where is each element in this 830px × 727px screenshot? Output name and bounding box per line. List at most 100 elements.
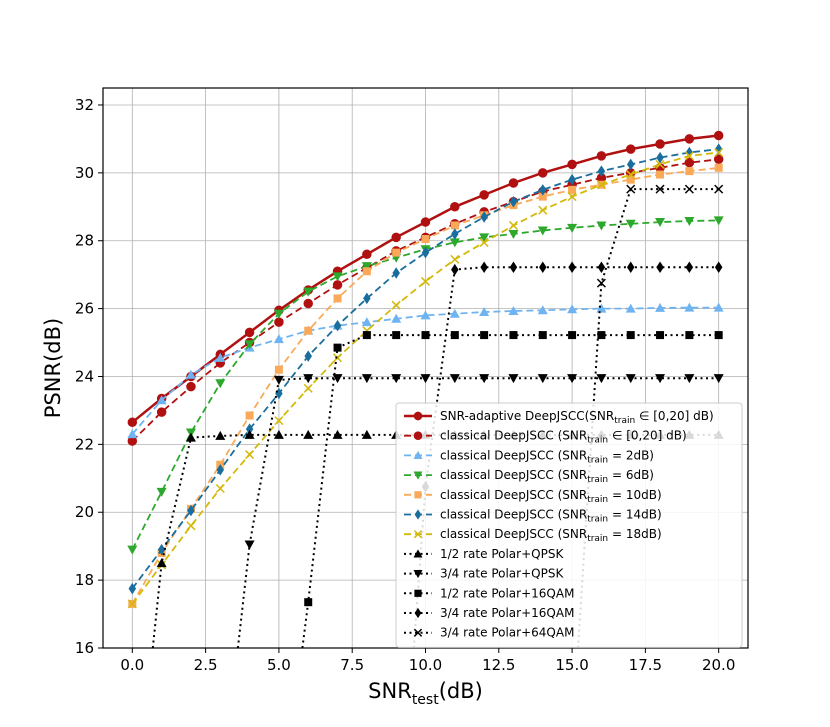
triangle-up-marker [684, 302, 695, 312]
series-line [236, 377, 719, 648]
x-marker-stroke [567, 192, 577, 202]
square-marker [538, 192, 547, 201]
triangle-down-marker [361, 374, 372, 384]
x-marker-stroke [450, 254, 460, 264]
triangle-up-marker [273, 429, 284, 439]
y-tick-label: 18 [75, 571, 94, 589]
triangle-up-marker [361, 429, 372, 439]
diamond-marker [157, 543, 166, 556]
triangle-up-marker [596, 303, 607, 313]
x-marker [413, 530, 423, 539]
x-marker [714, 184, 724, 194]
legend-label-suffix: = 6dB) [608, 468, 654, 482]
square-marker [509, 331, 518, 340]
legend-label-sub: train [587, 515, 608, 525]
square-marker [414, 589, 422, 597]
triangle-up-marker [479, 307, 490, 316]
legend-label-main: classical DeepJSCC (SNR [440, 527, 587, 541]
x-axis-label: SNRtest(dB) [368, 679, 483, 708]
triangle-up-marker [391, 313, 402, 323]
axis-ticks: 0.0 2.5 5.0 7.5 10.0 12.5 15.0 17.5 20.0 16 18 20 22… [75, 96, 735, 674]
legend-entry: classical DeepJSCC (SNRtrain = 14dB) [404, 508, 662, 525]
diamond-marker [597, 165, 606, 177]
y-tick-label: 30 [75, 164, 94, 182]
x-marker [215, 483, 225, 494]
triangle-down-marker [156, 487, 167, 497]
triangle-down-marker [449, 238, 460, 248]
x-marker-stroke [420, 276, 431, 286]
square-marker [538, 331, 547, 340]
series-8 [236, 374, 724, 648]
x-marker [391, 300, 401, 310]
legend-label-sub: train [587, 495, 608, 505]
y-tick-label: 32 [75, 96, 94, 114]
legend-label: classical DeepJSCC (SNRtrain = 6dB) [440, 468, 654, 485]
legend-label-main: classical DeepJSCC (SNR [440, 468, 587, 482]
circle-marker [450, 202, 460, 212]
square-marker [714, 331, 723, 340]
diamond-marker [480, 211, 488, 223]
diamond-marker [187, 504, 195, 517]
x-marker [596, 278, 606, 288]
y-tick-label: 26 [75, 300, 94, 318]
triangle-down-marker [567, 223, 578, 233]
circle-marker [244, 327, 255, 338]
triangle-up-marker [244, 429, 255, 439]
x-tick-label: 20.0 [702, 656, 735, 674]
triangle-up-marker [449, 308, 460, 318]
diamond-marker [275, 387, 283, 400]
square-marker [392, 331, 401, 340]
triangle-down-marker [303, 287, 314, 297]
triangle-down-marker [413, 471, 423, 480]
triangle-down-marker [244, 340, 255, 350]
square-marker [626, 331, 635, 340]
triangle-up-marker [413, 549, 423, 558]
x-marker [186, 521, 196, 531]
x-marker [450, 254, 460, 264]
triangle-up-marker [420, 310, 431, 320]
circle-marker [538, 168, 548, 178]
triangle-up-marker [361, 317, 372, 327]
x-marker-stroke [596, 180, 606, 190]
x-tick-label: 2.5 [194, 656, 218, 674]
diamond-marker [451, 263, 459, 276]
triangle-down-marker [713, 374, 724, 384]
triangle-down-marker [508, 229, 519, 239]
triangle-down-marker [413, 570, 423, 579]
diamond-marker [421, 246, 430, 259]
legend-label-suffix: = 14dB) [608, 508, 661, 522]
diamond-marker [509, 261, 518, 273]
square-marker [421, 331, 430, 340]
legend-label-main: 1/2 rate Polar+QPSK [440, 547, 564, 561]
legend-label-sub: train [587, 475, 608, 485]
triangle-down-marker [537, 374, 548, 384]
x-marker-stroke [333, 353, 343, 363]
series-5 [128, 143, 723, 595]
legend-label-sub: train [614, 416, 635, 426]
square-marker [626, 175, 635, 184]
triangle-down-marker [596, 374, 607, 384]
legend-label-main: 3/4 rate Polar+16QAM [440, 606, 574, 620]
circle-marker [274, 317, 284, 327]
triangle-down-marker [273, 309, 284, 319]
y-tick-label: 22 [75, 435, 94, 453]
x-tick-label: 5.0 [267, 656, 291, 674]
circle-marker [413, 431, 423, 441]
triangle-up-marker [185, 432, 196, 442]
legend-label: SNR-adaptive DeepJSCC(SNRtrain ∈ [0,20] … [440, 409, 714, 426]
x-marker [684, 151, 694, 161]
triangle-down-marker [361, 262, 372, 272]
y-tick-label: 20 [75, 503, 94, 521]
legend-entry: classical DeepJSCC (SNRtrain ∈ [0,20] dB… [404, 429, 687, 446]
x-marker-stroke [538, 205, 548, 215]
legend-entry: classical DeepJSCC (SNRtrain = 6dB) [404, 468, 654, 485]
x-tick-label: 10.0 [409, 656, 442, 674]
legend-label-main: 1/2 rate Polar+16QAM [440, 586, 574, 600]
y-tick-label: 28 [75, 232, 94, 250]
triangle-down-marker [244, 540, 255, 550]
legend-label-suffix: = 18dB) [608, 527, 661, 541]
square-marker [685, 167, 694, 176]
triangle-down-marker [567, 374, 578, 384]
legend-label: classical DeepJSCC (SNRtrain = 18dB) [440, 527, 662, 544]
diamond-marker [304, 350, 312, 362]
